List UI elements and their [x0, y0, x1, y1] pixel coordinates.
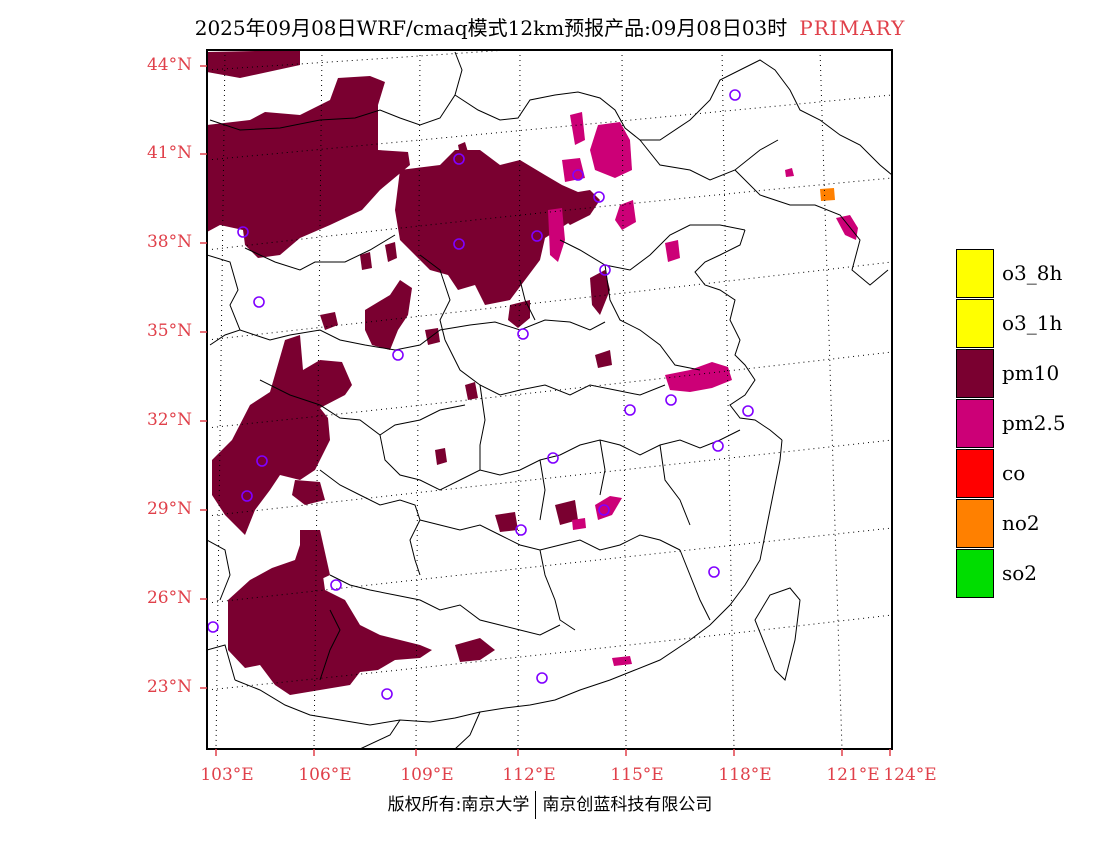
legend-swatch: [956, 399, 994, 448]
lat-label-38: 38°N: [146, 232, 192, 252]
copyright-divider: [535, 791, 537, 819]
lat-label-26: 26°N: [146, 588, 192, 608]
map-frame: [206, 49, 893, 750]
legend-item: o3_1h: [956, 299, 1096, 349]
legend-label: co: [1002, 461, 1026, 485]
lat-label-32: 32°N: [146, 410, 192, 430]
copyright-footer: 版权所有:南京大学 南京创蓝科技有限公司: [0, 790, 1100, 819]
pm10-regions: [207, 50, 612, 695]
borders: [207, 51, 892, 749]
station-markers: [207, 89, 754, 700]
lon-label-115: 115°E: [610, 765, 664, 785]
lon-label-112: 112°E: [502, 765, 556, 785]
lat-label-44: 44°N: [146, 55, 192, 75]
legend-label: so2: [1002, 561, 1038, 585]
legend-label: pm10: [1002, 361, 1060, 385]
legend-swatch: [956, 499, 994, 548]
title-tag: PRIMARY: [799, 16, 906, 40]
legend-item: co: [956, 449, 1096, 499]
legend: o3_8h o3_1h pm10 pm2.5 co no2 so2: [956, 249, 1096, 599]
lon-label-109: 109°E: [400, 765, 454, 785]
legend-label: no2: [1002, 511, 1040, 535]
legend-swatch: [956, 349, 994, 398]
lat-label-41: 41°N: [146, 143, 192, 163]
legend-item: pm10: [956, 349, 1096, 399]
lon-label-124: 124°E: [883, 765, 937, 785]
legend-swatch: [956, 549, 994, 598]
legend-swatch: [956, 449, 994, 498]
no2-regions: [820, 188, 835, 201]
legend-label: o3_1h: [1002, 311, 1063, 335]
legend-swatch: [956, 249, 994, 298]
legend-item: pm2.5: [956, 399, 1096, 449]
lon-label-121: 121°E: [826, 765, 880, 785]
legend-item: no2: [956, 499, 1096, 549]
lon-label-106: 106°E: [298, 765, 352, 785]
lat-label-29: 29°N: [146, 499, 192, 519]
legend-swatch: [956, 299, 994, 348]
axis-ticks: [200, 65, 891, 756]
copyright-right: 南京创蓝科技有限公司: [542, 795, 713, 815]
graticule: [207, 50, 892, 749]
legend-label: o3_8h: [1002, 261, 1063, 285]
lat-label-35: 35°N: [146, 321, 192, 341]
copyright-left: 版权所有:南京大学: [387, 795, 530, 815]
lon-label-103: 103°E: [200, 765, 254, 785]
pm25-regions: [548, 112, 858, 666]
page-title: 2025年09月08日WRF/cmaq模式12km预报产品:09月08日03时 P…: [0, 12, 1100, 41]
legend-label: pm2.5: [1002, 411, 1066, 435]
lat-label-23: 23°N: [146, 677, 192, 697]
title-main: 2025年09月08日WRF/cmaq模式12km预报产品:09月08日03时: [194, 16, 788, 40]
lon-label-118: 118°E: [718, 765, 772, 785]
legend-item: o3_8h: [956, 249, 1096, 299]
legend-item: so2: [956, 549, 1096, 599]
